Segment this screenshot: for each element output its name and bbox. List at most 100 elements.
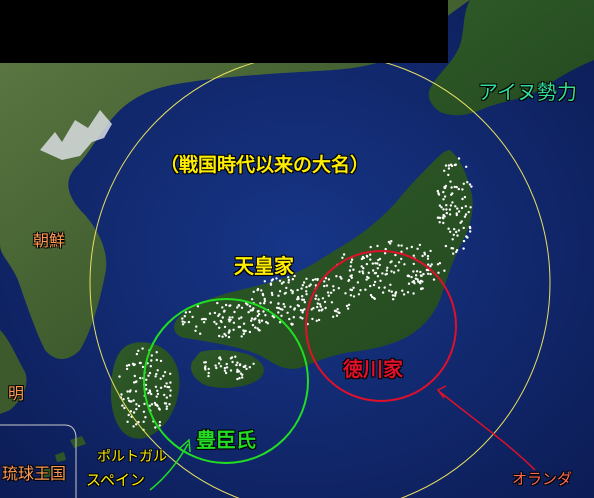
- mountain-snow: [40, 110, 112, 160]
- castle-dot: [347, 303, 351, 306]
- castle-dot: [236, 306, 239, 309]
- castle-dot: [442, 221, 445, 225]
- continent-south: [0, 330, 27, 414]
- castle-dot: [418, 243, 422, 247]
- castle-dot: [361, 270, 364, 273]
- castle-dot: [336, 308, 339, 311]
- castle-dot: [390, 270, 393, 273]
- label-netherlands: オランダ: [512, 470, 573, 488]
- castle-dot: [379, 279, 382, 282]
- castle-dot: [234, 355, 237, 358]
- castle-dot: [251, 308, 254, 311]
- castle-dot: [238, 377, 241, 380]
- castle-dot: [260, 289, 263, 292]
- ryukyu-outline: [0, 424, 77, 498]
- castle-dot: [462, 239, 466, 243]
- castle-dot: [216, 301, 219, 305]
- castle-dot: [377, 258, 380, 262]
- castle-dot: [130, 400, 133, 403]
- castle-dot: [421, 280, 424, 283]
- castle-dot: [139, 361, 142, 365]
- castle-dot: [420, 287, 423, 290]
- castle-dot: [419, 270, 422, 274]
- label-ainu: アイヌ勢力: [478, 80, 577, 104]
- label-korea: 朝鮮: [33, 231, 66, 250]
- castle-dot: [364, 288, 367, 291]
- castle-dot: [459, 221, 462, 224]
- castle-dot: [360, 265, 363, 268]
- castle-dot: [293, 274, 296, 278]
- castle-dot: [311, 278, 315, 282]
- castle-dot: [158, 420, 162, 424]
- castle-dot: [135, 423, 138, 426]
- castle-dot: [285, 286, 288, 290]
- castle-dot: [227, 331, 230, 334]
- castle-dot: [314, 297, 317, 300]
- castle-dot: [164, 402, 168, 405]
- castle-dot: [456, 207, 459, 210]
- castle-dot: [259, 302, 262, 305]
- castle-dot: [346, 307, 350, 310]
- castle-dot: [139, 376, 142, 380]
- castle-dot: [327, 294, 330, 297]
- castle-dot: [296, 304, 299, 307]
- castle-dot: [384, 247, 387, 251]
- castle-dot: [165, 407, 168, 411]
- castle-dot: [381, 291, 385, 294]
- castle-dot: [275, 277, 278, 280]
- castle-dot: [303, 308, 306, 311]
- castle-dot: [317, 309, 321, 312]
- castle-dot: [443, 195, 447, 198]
- castle-dot: [416, 278, 419, 281]
- castle-dot: [361, 255, 365, 259]
- castle-dot: [405, 247, 409, 250]
- castle-dot: [432, 278, 436, 281]
- castle-dot: [442, 190, 445, 194]
- castle-dot: [416, 247, 419, 250]
- castle-dot: [128, 390, 132, 393]
- castle-dot: [278, 290, 282, 293]
- castle-dot: [125, 364, 129, 367]
- castle-dot: [455, 230, 458, 234]
- castle-dot: [240, 316, 243, 319]
- castle-dot: [260, 319, 264, 322]
- castle-dot: [215, 366, 218, 370]
- castle-dot: [401, 289, 404, 292]
- castle-dot: [141, 365, 145, 369]
- castle-dot: [438, 262, 442, 265]
- castle-dot: [236, 377, 239, 381]
- castle-dot: [402, 293, 406, 296]
- castle-dot: [453, 163, 456, 167]
- castle-dot: [127, 413, 130, 417]
- castle-dot: [236, 370, 239, 373]
- castle-dot: [214, 364, 217, 367]
- castle-dot: [207, 374, 210, 378]
- castle-dot: [443, 269, 446, 272]
- castle-dot: [278, 321, 282, 324]
- castle-dot: [329, 291, 333, 294]
- castle-dot: [296, 288, 299, 292]
- castle-dot: [200, 318, 204, 321]
- castle-dot: [270, 279, 273, 282]
- castle-dot: [445, 211, 448, 215]
- honshu-island: [174, 150, 473, 369]
- castle-dot: [123, 406, 126, 410]
- castle-dot: [369, 253, 372, 256]
- castle-dot: [332, 315, 335, 318]
- castle-dot: [301, 295, 304, 298]
- castle-dot: [222, 310, 226, 313]
- castle-dot: [231, 360, 234, 364]
- black-overlay: [0, 0, 448, 63]
- castle-dot: [302, 298, 306, 301]
- castle-dot: [169, 394, 172, 397]
- castle-dot: [342, 253, 346, 256]
- castle-dot: [263, 299, 267, 303]
- castle-dot: [258, 329, 261, 332]
- castle-dot: [156, 369, 159, 372]
- castle-dot: [452, 252, 455, 255]
- castle-dot: [463, 215, 467, 218]
- castle-dot: [440, 206, 443, 209]
- castle-dot: [394, 291, 398, 294]
- castle-dot: [264, 314, 267, 317]
